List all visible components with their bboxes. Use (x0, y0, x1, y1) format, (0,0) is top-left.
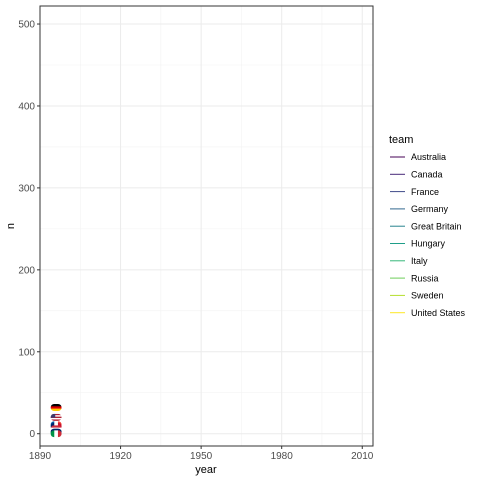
y-tick-label: 500 (18, 20, 35, 31)
legend-label: United States (411, 308, 466, 318)
panel-background (40, 6, 373, 446)
y-tick-label: 300 (18, 183, 35, 194)
legend-label: Sweden (411, 291, 444, 301)
y-tick-label: 400 (18, 101, 35, 112)
legend-label: Italy (411, 256, 428, 266)
flag-marker-germany (50, 403, 62, 411)
legend-label: Germany (411, 204, 449, 214)
y-tick-label: 100 (18, 347, 35, 358)
legend-label: Australia (411, 152, 446, 162)
x-axis: 1890 1920 1950 1980 2010 (29, 446, 374, 462)
x-tick-label: 1890 (29, 451, 52, 462)
flag-marker-italy (50, 430, 62, 438)
legend-label: Great Britain (411, 221, 462, 231)
x-tick-label: 1980 (271, 451, 294, 462)
legend: team Australia Canada France Germany Great B… (389, 134, 466, 318)
x-axis-title: year (195, 464, 217, 476)
data-marks (50, 403, 62, 438)
y-axis-title: n (5, 223, 17, 229)
grid (39, 6, 373, 446)
legend-label: Hungary (411, 239, 446, 249)
panel-border (39, 5, 374, 447)
legend-label: Russia (411, 273, 439, 283)
x-tick-label: 1920 (109, 451, 132, 462)
y-axis: 0 100 200 300 400 500 (18, 20, 40, 440)
x-tick-label: 1950 (190, 451, 213, 462)
legend-label: Canada (411, 170, 443, 180)
legend-label: France (411, 187, 439, 197)
legend-title: team (389, 134, 413, 146)
x-tick-label: 2010 (351, 451, 374, 462)
y-tick-label: 0 (29, 429, 35, 440)
y-tick-label: 200 (18, 265, 35, 276)
flag-marker-united-states (50, 413, 62, 421)
